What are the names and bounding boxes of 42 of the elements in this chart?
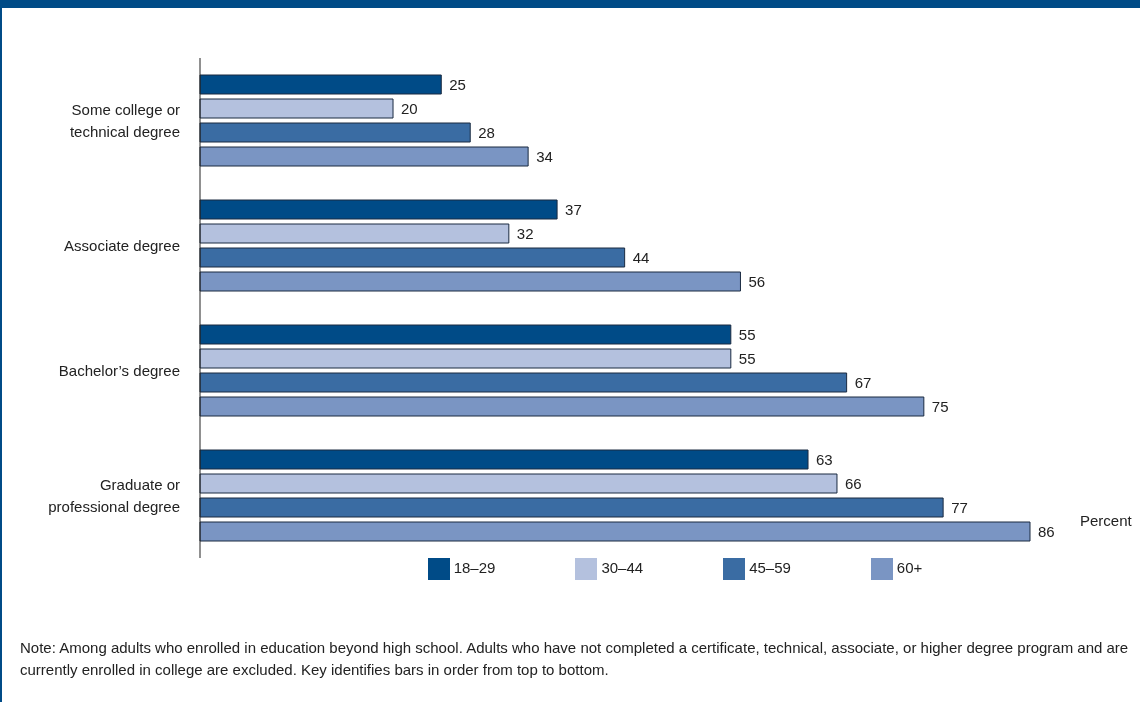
- bar: [199, 497, 944, 518]
- data-label: 37: [565, 200, 582, 218]
- data-label: 75: [931, 397, 949, 415]
- data-label: 44: [632, 248, 650, 266]
- data-label: 56: [748, 272, 766, 290]
- legend-label: 18–29: [453, 558, 496, 576]
- bar: [199, 247, 626, 268]
- y-tick-label: Associate degree: [64, 236, 180, 254]
- y-tick-label: Bachelor’s degree: [58, 361, 180, 379]
- data-label: 66: [844, 474, 862, 492]
- bar: [199, 122, 471, 143]
- bar: [199, 98, 394, 119]
- bar: [199, 146, 529, 167]
- data-label: 20: [401, 99, 418, 117]
- data-label: 67: [854, 373, 872, 391]
- y-tick-label: Some college or technical degree: [69, 100, 180, 140]
- data-label: 86: [1038, 522, 1055, 540]
- data-label: 32: [516, 224, 534, 242]
- y-tick-label: Graduate or professional degree: [48, 475, 180, 515]
- data-label: 77: [951, 498, 968, 516]
- bar: [199, 396, 925, 417]
- bar: [199, 521, 1031, 542]
- bar: [199, 324, 732, 345]
- x-axis-title: Percent: [1080, 512, 1132, 529]
- bar: [199, 74, 442, 95]
- data-label: 25: [449, 75, 466, 93]
- bar: [199, 449, 809, 470]
- bar: [199, 199, 558, 220]
- bar: [199, 348, 732, 369]
- legend-label: 60+: [896, 558, 923, 576]
- bar: [199, 271, 741, 292]
- bar: [199, 372, 848, 393]
- legend-label: 30–44: [601, 558, 644, 576]
- text: Note: Among adults who enrolled in education beyond high school. Adults who have not completed a certificate, technical, associate, or higher degree program and are currently enrolled in college are excluded. Key identifies bars in order from top to bottom.: [20, 638, 1130, 680]
- bar: [199, 473, 838, 494]
- legend-label: 45–59: [749, 558, 791, 576]
- data-label: 55: [738, 349, 756, 367]
- data-label: 34: [536, 147, 553, 165]
- data-label: 28: [478, 123, 495, 141]
- data-label: 55: [738, 325, 756, 343]
- bar: [199, 223, 510, 244]
- data-label: 63: [816, 450, 833, 468]
